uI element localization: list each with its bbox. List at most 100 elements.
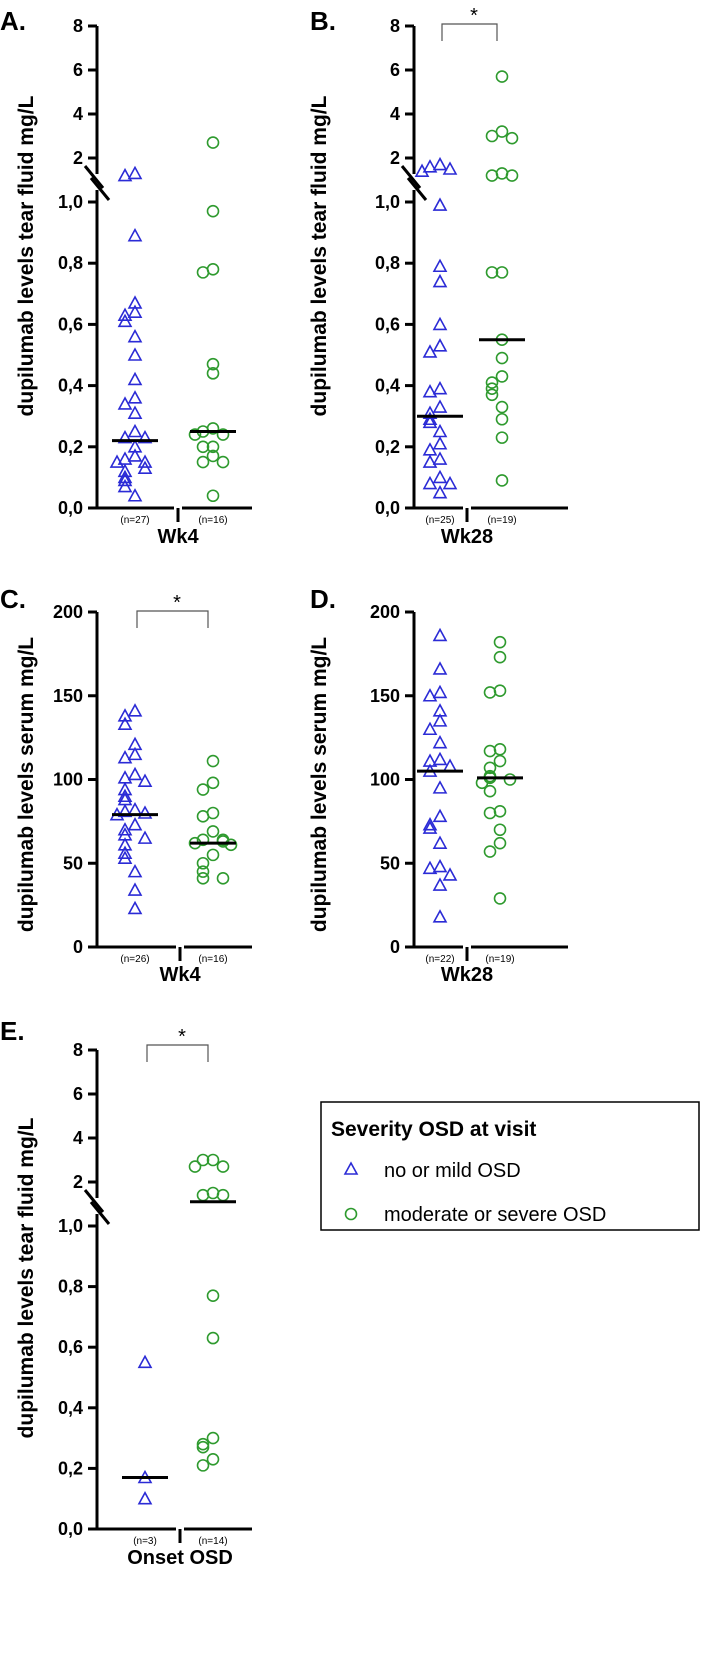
y-axis-label: dupilumab levels tear fluid mg/L xyxy=(15,1117,38,1438)
y-tick-label: 4 xyxy=(73,104,83,124)
group-n-label: (n=16) xyxy=(198,515,227,526)
data-point-circle xyxy=(495,266,509,279)
data-point-triangle xyxy=(127,304,143,318)
data-point-circle xyxy=(495,70,509,83)
data-point-triangle xyxy=(127,448,143,462)
group-n-label: (n=22) xyxy=(425,954,454,965)
data-point-triangle xyxy=(127,165,143,180)
data-point-triangle xyxy=(422,721,438,736)
y-tick-label: 1,0 xyxy=(58,192,83,212)
significance-bracket xyxy=(136,610,209,628)
data-point-triangle xyxy=(117,750,133,764)
y-tick-label: 1,0 xyxy=(58,1216,83,1236)
legend-box xyxy=(320,1101,700,1231)
y-tick-label: 0,6 xyxy=(58,1337,83,1357)
data-point-triangle xyxy=(432,734,448,749)
data-point-triangle xyxy=(117,850,133,865)
data-point-triangle xyxy=(127,900,143,915)
y-tick-label: 6 xyxy=(390,60,400,80)
y-tick-label: 0 xyxy=(73,937,83,957)
y-tick-label: 8 xyxy=(73,1040,83,1060)
data-point-circle xyxy=(206,440,220,454)
data-point-circle xyxy=(485,382,499,395)
x-axis-label: Wk28 xyxy=(441,526,493,548)
data-point-triangle xyxy=(432,258,448,273)
data-point-circle xyxy=(196,455,210,469)
y-tick-label: 0,0 xyxy=(375,498,400,518)
chart-panel-e: E. dupilumab levels tear fluid mg/L 2 4 6 8 0,… xyxy=(0,1016,252,1569)
data-point-circle xyxy=(485,129,499,143)
data-point-circle xyxy=(206,1186,220,1200)
data-point-triangle xyxy=(432,451,448,465)
data-point-triangle xyxy=(422,820,438,834)
data-point-circle xyxy=(196,856,210,870)
data-point-circle xyxy=(495,474,509,487)
data-point-circle xyxy=(485,376,499,389)
data-point-triangle xyxy=(442,867,458,881)
data-point-circle xyxy=(495,412,509,426)
data-point-triangle xyxy=(432,627,448,642)
data-point-triangle xyxy=(422,411,438,426)
data-point-circle xyxy=(216,1188,230,1202)
significance-bracket xyxy=(441,23,498,41)
data-point-triangle xyxy=(117,770,133,784)
data-point-triangle xyxy=(117,803,133,818)
data-point-circle xyxy=(216,428,230,441)
data-point-triangle xyxy=(432,380,448,395)
y-tick-label: 6 xyxy=(73,60,83,80)
chart-panel-d: D. dupilumab levels serum mg/L 0 50 100 150 20… xyxy=(308,584,568,986)
data-point-triangle xyxy=(442,161,458,175)
significance-bracket xyxy=(146,1044,209,1062)
data-point-circle xyxy=(483,784,497,798)
data-point-triangle xyxy=(422,860,438,875)
data-point-triangle xyxy=(109,454,125,468)
panel-letter: B. xyxy=(310,6,336,36)
panel-letter: E. xyxy=(0,1016,25,1046)
y-tick-label: 4 xyxy=(390,104,400,124)
significance-star: * xyxy=(173,592,181,614)
data-point-triangle xyxy=(127,488,143,502)
data-point-triangle xyxy=(127,746,143,761)
data-point-circle xyxy=(196,865,210,878)
chart-panel-c: C. dupilumab levels serum mg/L 0 50 100 150 20… xyxy=(0,584,252,986)
data-point-circle xyxy=(196,810,210,823)
data-point-triangle xyxy=(432,156,448,171)
data-point-triangle xyxy=(127,295,143,309)
x-axis-label: Wk4 xyxy=(159,964,201,986)
data-point-circle xyxy=(495,351,509,365)
data-point-circle xyxy=(483,744,497,758)
data-point-triangle xyxy=(117,788,133,803)
data-point-triangle xyxy=(117,463,133,478)
group-n-label: (n=19) xyxy=(485,954,514,965)
legend-triangle-icon xyxy=(343,1161,359,1175)
data-point-circle xyxy=(206,204,220,218)
data-point-circle xyxy=(493,805,507,818)
group-n-label: (n=3) xyxy=(133,1536,157,1547)
y-tick-label: 0,0 xyxy=(58,498,83,518)
data-point-triangle xyxy=(137,429,153,444)
data-point-triangle xyxy=(432,808,448,823)
data-point-triangle xyxy=(422,475,438,490)
x-axis-label: Onset OSD xyxy=(127,1547,233,1569)
data-point-triangle xyxy=(127,328,143,343)
y-tick-label: 0,6 xyxy=(58,314,83,334)
data-point-triangle xyxy=(422,405,438,419)
data-point-circle xyxy=(495,400,509,414)
data-point-circle xyxy=(196,1440,210,1454)
y-tick-label: 4 xyxy=(73,1128,83,1148)
legend: Severity OSD at visit no or mild OSD mod… xyxy=(320,1101,700,1231)
data-point-triangle xyxy=(422,817,438,831)
data-point-triangle xyxy=(127,347,143,361)
data-point-circle xyxy=(495,370,509,383)
y-tick-label: 50 xyxy=(63,853,83,873)
data-point-circle xyxy=(206,848,220,862)
data-point-triangle xyxy=(432,909,448,923)
data-point-circle xyxy=(493,836,507,850)
x-axis-label: Wk28 xyxy=(441,964,493,986)
data-point-triangle xyxy=(432,835,448,849)
data-point-circle xyxy=(224,838,238,852)
data-point-triangle xyxy=(442,475,458,490)
data-point-circle xyxy=(505,169,519,182)
data-point-circle xyxy=(485,169,499,182)
